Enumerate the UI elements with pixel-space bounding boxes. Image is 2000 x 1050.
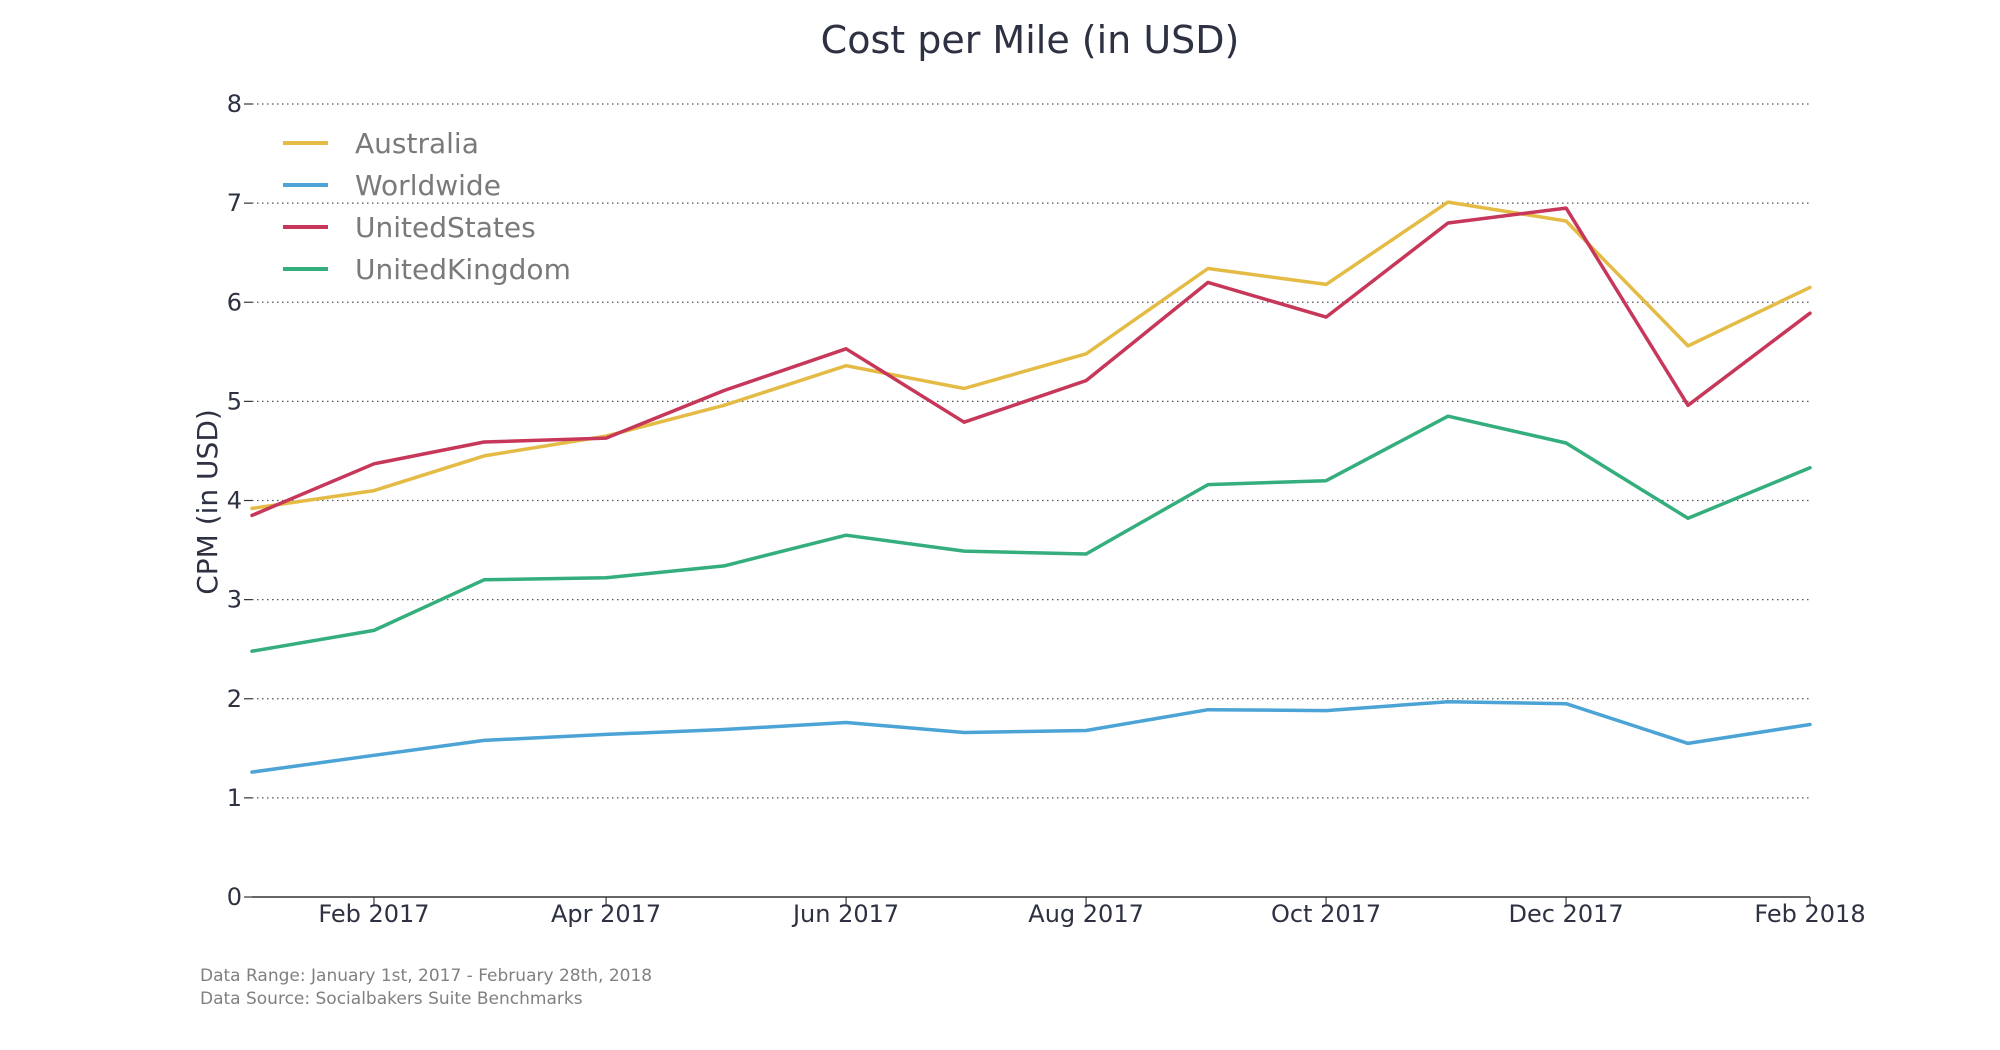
y-tick-label: 6 [227,288,242,316]
x-tick-label: Jun 2017 [791,900,899,928]
axes: 0 1 2 3 4 5 6 7 8 Feb 2017 Apr 2017 Jun 2017 Aug 201… [227,90,1866,928]
legend-label: Worldwide [355,169,501,202]
x-tick-label: Apr 2017 [551,900,661,928]
series-line-unitedkingdom [250,414,1812,653]
series-lines [250,200,1812,774]
x-tick-label: Aug 2017 [1028,900,1144,928]
data-source-note: Data Source: Socialbakers Suite Benchmar… [200,989,583,1009]
y-tick-label: 1 [227,784,242,812]
y-tick-label: 2 [227,685,242,713]
x-tick-label: Feb 2018 [1754,900,1865,928]
chart-title: Cost per Mile (in USD) [821,18,1240,62]
series-line-australia [250,200,1812,511]
data-range-note: Data Range: January 1st, 2017 - February… [200,966,653,986]
y-tick-label: 7 [227,189,242,217]
y-tick-label: 4 [227,487,242,515]
y-tick-label: 5 [227,387,242,415]
y-tick-label: 0 [227,883,242,911]
legend-label: Australia [355,127,479,160]
series-line-unitedstates [250,206,1812,518]
x-tick-label: Oct 2017 [1271,900,1381,928]
x-tick-label: Dec 2017 [1508,900,1623,928]
y-axis-label: CPM (in USD) [191,409,224,595]
legend-label: UnitedKingdom [355,253,571,286]
y-tick-label: 8 [227,90,242,118]
x-tick-label: Feb 2017 [318,900,429,928]
series-line-worldwide [250,699,1812,774]
legend: Australia Worldwide UnitedStates UnitedKing… [283,127,571,286]
legend-label: UnitedStates [355,211,536,244]
y-tick-label: 3 [227,586,242,614]
